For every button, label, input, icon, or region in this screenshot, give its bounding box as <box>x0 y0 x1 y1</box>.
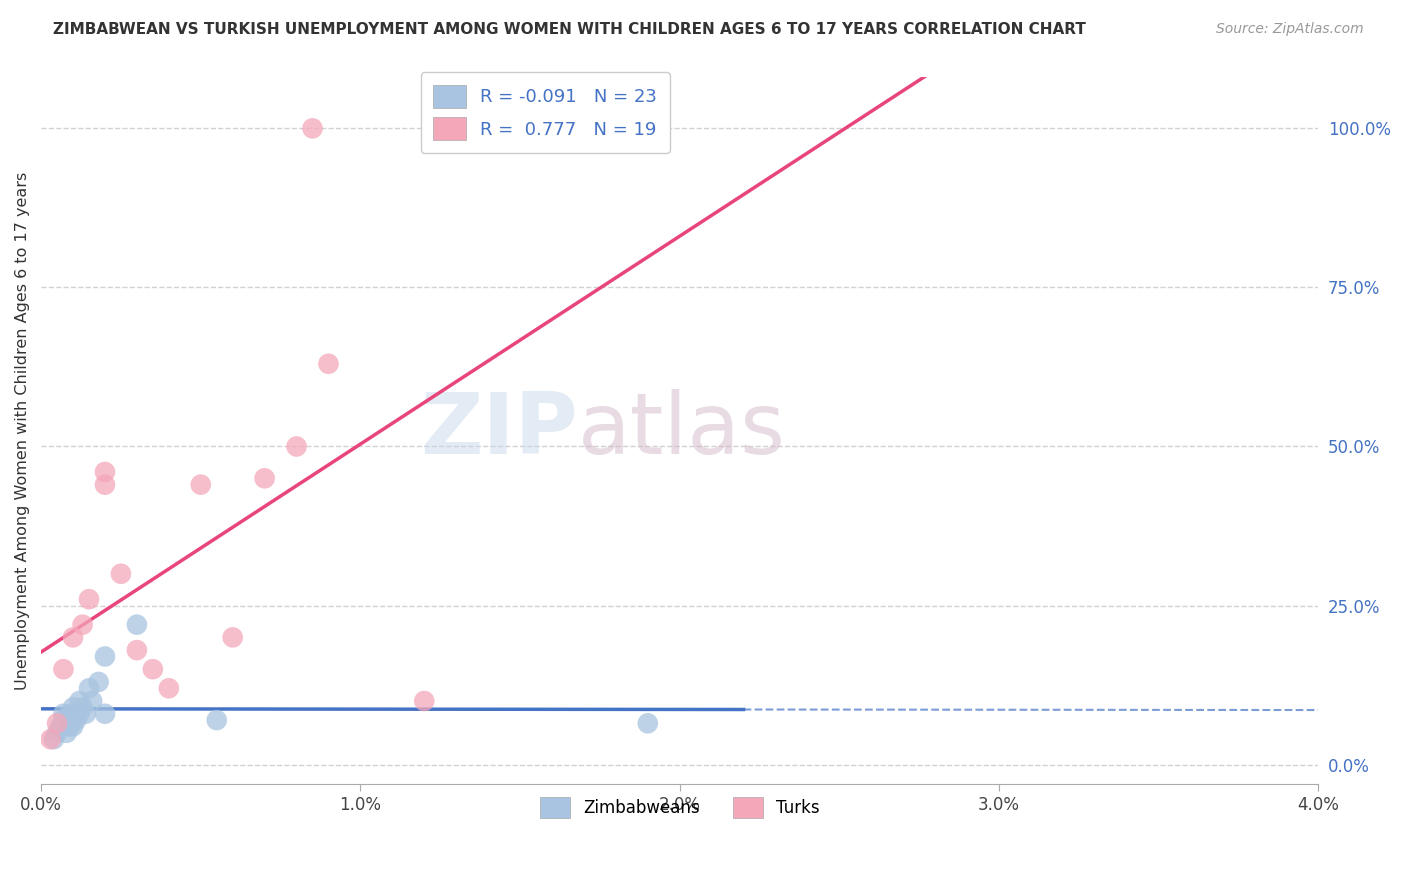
Legend: Zimbabweans, Turks: Zimbabweans, Turks <box>533 790 827 825</box>
Y-axis label: Unemployment Among Women with Children Ages 6 to 17 years: Unemployment Among Women with Children A… <box>15 171 30 690</box>
Point <box>190 477 212 491</box>
Point <box>157 681 180 696</box>
Point <box>42 732 65 747</box>
Point <box>318 357 340 371</box>
Point <box>55 726 77 740</box>
Text: ZIP: ZIP <box>420 389 578 472</box>
Point <box>125 643 148 657</box>
Point <box>39 732 62 747</box>
Point <box>413 694 436 708</box>
Point <box>285 440 308 454</box>
Point <box>94 706 117 721</box>
Point <box>62 700 84 714</box>
Text: ZIMBABWEAN VS TURKISH UNEMPLOYMENT AMONG WOMEN WITH CHILDREN AGES 6 TO 17 YEARS : ZIMBABWEAN VS TURKISH UNEMPLOYMENT AMONG… <box>53 22 1087 37</box>
Point <box>77 592 100 607</box>
Point <box>77 681 100 696</box>
Point <box>72 700 94 714</box>
Point <box>125 617 148 632</box>
Point <box>75 706 97 721</box>
Point <box>94 465 117 479</box>
Point <box>205 713 228 727</box>
Point <box>253 471 276 485</box>
Point <box>59 719 82 733</box>
Text: Source: ZipAtlas.com: Source: ZipAtlas.com <box>1216 22 1364 37</box>
Point <box>62 631 84 645</box>
Point <box>46 716 69 731</box>
Point <box>110 566 132 581</box>
Point <box>52 706 75 721</box>
Point <box>301 121 323 136</box>
Point <box>46 726 69 740</box>
Point <box>65 713 87 727</box>
Point <box>67 706 90 721</box>
Point <box>52 713 75 727</box>
Point <box>94 649 117 664</box>
Point <box>87 674 110 689</box>
Point <box>49 719 72 733</box>
Point <box>637 716 659 731</box>
Point <box>221 631 243 645</box>
Point <box>59 706 82 721</box>
Point <box>94 477 117 491</box>
Point <box>72 617 94 632</box>
Point <box>52 662 75 676</box>
Point <box>67 694 90 708</box>
Point <box>62 719 84 733</box>
Point <box>142 662 165 676</box>
Point <box>82 694 104 708</box>
Text: atlas: atlas <box>578 389 786 472</box>
